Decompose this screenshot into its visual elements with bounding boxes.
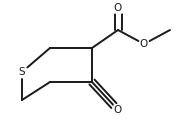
Text: O: O	[140, 39, 148, 49]
Text: S: S	[19, 67, 25, 77]
Text: O: O	[114, 105, 122, 115]
Text: O: O	[114, 3, 122, 13]
